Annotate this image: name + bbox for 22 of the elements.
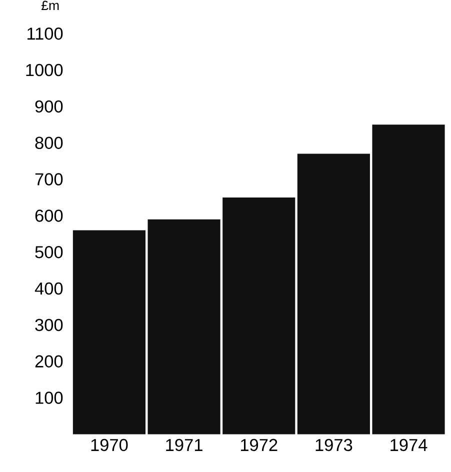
x-tick-label: 1972 <box>241 438 278 452</box>
y-tick-label: 600 <box>35 210 63 222</box>
bar <box>222 198 296 434</box>
y-tick-label: 100 <box>36 392 63 404</box>
y-axis-title: £m <box>42 0 59 10</box>
bar <box>297 154 370 434</box>
y-tick-label: 800 <box>35 136 63 149</box>
bar <box>372 124 445 434</box>
y-tick-label: 200 <box>35 355 63 368</box>
x-tick-label: 1974 <box>390 438 428 452</box>
y-tick-label: 700 <box>35 173 63 186</box>
y-tick-label: 500 <box>35 246 63 258</box>
y-tick-label: 300 <box>35 318 63 332</box>
y-tick-label: 900 <box>35 100 63 113</box>
y-tick-label: 400 <box>34 282 63 295</box>
y-tick-label: 1000 <box>26 64 63 76</box>
y-tick-label: 1100 <box>28 28 63 40</box>
bar <box>73 230 146 434</box>
x-tick-label: 1973 <box>316 438 352 452</box>
x-tick-label: 1970 <box>91 438 128 452</box>
bar <box>148 219 220 434</box>
x-tick-label: 1971 <box>166 438 202 452</box>
